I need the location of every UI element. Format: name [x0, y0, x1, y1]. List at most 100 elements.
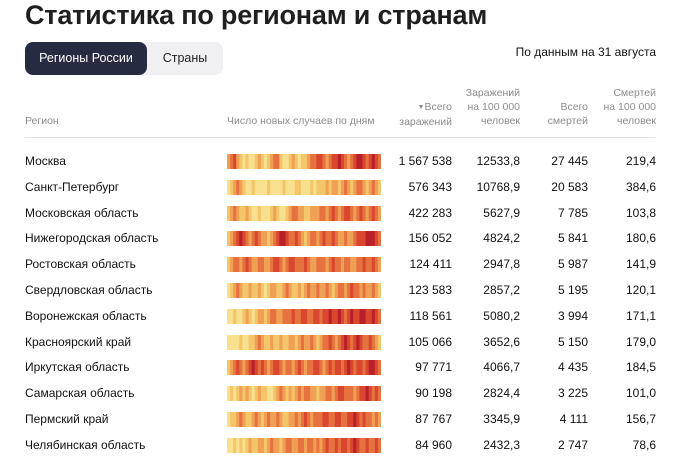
- heatmap-day-cell: [310, 205, 314, 221]
- cases-per-100k-value: 12533,8: [476, 154, 520, 168]
- heatmap-day-cell: [294, 360, 299, 376]
- heatmap-day-cell: [227, 283, 231, 298]
- heatmap-day-cell: [230, 386, 234, 402]
- deaths-per-100k-value: 141,9: [625, 257, 656, 272]
- heatmap-day-cell: [350, 154, 354, 169]
- header-total-cases[interactable]: ▼Всего заражений: [382, 100, 452, 129]
- heatmap-day-cell: [273, 412, 277, 427]
- heatmap-day-cell: [245, 205, 249, 221]
- heatmap-day-cell: [239, 437, 243, 453]
- heatmap-day-cell: [230, 334, 234, 350]
- header-region[interactable]: Регион: [25, 115, 59, 127]
- heatmap-day-cell: [313, 283, 317, 298]
- heatmap-day-cell: [322, 412, 326, 427]
- deaths-per-100k-value: 180,6: [625, 231, 656, 246]
- tab-countries[interactable]: Страны: [162, 51, 208, 65]
- heatmap-day-cell: [322, 257, 326, 273]
- heatmap-day-cell: [294, 412, 299, 427]
- heatmap-day-cell: [227, 360, 231, 376]
- heatmap-day-cell: [282, 308, 286, 324]
- heatmap-day-cell: [322, 386, 326, 402]
- heatmap-day-cell: [279, 437, 283, 453]
- heatmap-day-cell: [325, 231, 330, 247]
- header-total-cases-line2: заражений: [399, 116, 452, 128]
- heatmap-day-cell: [245, 257, 249, 273]
- heatmap-day-cell: [279, 154, 283, 169]
- heatmap-day-cell: [300, 205, 305, 221]
- tab-russia-regions[interactable]: Регионы России: [25, 42, 147, 75]
- heatmap-day-cell: [322, 231, 326, 247]
- heatmap-day-cell: [313, 154, 317, 169]
- header-cases-per-100k-line1: Заражений: [465, 87, 520, 99]
- table-row[interactable]: Иркутская область 97 771 4066,7 4 435 184,5: [0, 355, 676, 380]
- heatmap-day-cell: [356, 154, 360, 169]
- total-deaths-value: 5 987: [557, 257, 588, 272]
- heatmap-day-cell: [377, 257, 381, 273]
- heatmap-day-cell: [377, 179, 381, 195]
- table-row[interactable]: Красноярский край 105 066 3652,6 5 150 179,0: [0, 330, 676, 355]
- table-row[interactable]: Самарская область 90 198 2824,4 3 225 101,0: [0, 381, 676, 406]
- deaths-per-100k-value: 219,4: [625, 154, 656, 168]
- heatmap-day-cell: [377, 154, 381, 169]
- table-row[interactable]: Москва 1 567 538 12533,8 27 445 219,4: [0, 149, 676, 174]
- heatmap-day-cell: [257, 334, 262, 350]
- heatmap-day-cell: [291, 412, 296, 427]
- heatmap-day-cell: [291, 437, 296, 453]
- header-cases-per-100k[interactable]: Заражений на 100 000 человек: [450, 86, 520, 128]
- heatmap-day-cell: [263, 360, 268, 376]
- table-row[interactable]: Пермский край 87 767 3345,9 4 111 156,7: [0, 407, 676, 432]
- heatmap-day-cell: [248, 412, 253, 427]
- heatmap-day-cell: [371, 205, 376, 221]
- heatmap-day-cell: [291, 283, 296, 298]
- heatmap-day-cell: [319, 257, 323, 273]
- heatmap-day-cell: [313, 308, 317, 324]
- table-row[interactable]: Московская область 422 283 5627,9 7 785 103,…: [0, 201, 676, 226]
- header-total-deaths-line1: Всего: [560, 101, 588, 113]
- heatmap-day-cell: [325, 412, 330, 427]
- heatmap-day-cell: [257, 154, 262, 169]
- heatmap-day-cell: [230, 283, 234, 298]
- header-deaths-per-100k[interactable]: Смертей на 100 000 человек: [586, 86, 656, 128]
- heatmap-day-cell: [233, 154, 237, 169]
- heatmap-day-cell: [353, 386, 357, 402]
- total-cases-value: 105 066: [408, 334, 452, 349]
- heatmap-day-cell: [310, 283, 314, 298]
- heatmap-day-cell: [353, 179, 357, 195]
- table-row[interactable]: Свердловская область 123 583 2857,2 5 195 12…: [0, 278, 676, 303]
- heatmap-day-cell: [279, 283, 283, 298]
- table-row[interactable]: Ростовская область 124 411 2947,8 5 987 141,…: [0, 252, 676, 277]
- total-deaths-value: 27 445: [551, 154, 588, 168]
- heatmap-day-cell: [245, 179, 249, 195]
- heatmap-day-cell: [344, 205, 348, 221]
- table-row[interactable]: Воронежская область 118 561 5080,2 3 994 171…: [0, 304, 676, 329]
- heatmap-day-cell: [353, 360, 357, 376]
- heatmap-day-cell: [316, 360, 320, 376]
- heatmap-day-cell: [331, 179, 336, 195]
- heatmap-day-cell: [282, 412, 286, 427]
- heatmap-day-cell: [310, 179, 314, 195]
- heatmap-day-cell: [304, 437, 308, 453]
- table-row[interactable]: Нижегородская область 156 052 4824,2 5 841 1…: [0, 226, 676, 251]
- heatmap-day-cell: [313, 257, 317, 273]
- heatmap-day-cell: [282, 283, 286, 298]
- heatmap-day-cell: [356, 283, 360, 298]
- heatmap-day-cell: [245, 334, 249, 350]
- heatmap-day-cell: [331, 154, 336, 169]
- heatmap-day-cell: [344, 437, 348, 453]
- heatmap-day-cell: [260, 360, 265, 376]
- heatmap-day-cell: [297, 179, 302, 195]
- total-cases-value: 156 052: [408, 231, 452, 246]
- daily-cases-heatmap: [227, 437, 381, 453]
- daily-cases-heatmap: [227, 412, 381, 427]
- heatmap-day-cell: [368, 334, 373, 350]
- heatmap-day-cell: [313, 205, 317, 221]
- heatmap-day-cell: [236, 257, 240, 273]
- heatmap-day-cell: [288, 360, 293, 376]
- table-row[interactable]: Санкт-Петербург 576 343 10768,9 20 583 384,6: [0, 175, 676, 200]
- header-total-deaths[interactable]: Всего смертей: [528, 100, 588, 128]
- heatmap-day-cell: [310, 360, 314, 376]
- heatmap-day-cell: [257, 231, 262, 247]
- heatmap-day-cell: [365, 154, 370, 169]
- table-row[interactable]: Челябинская область 84 960 2432,3 2 747 78,6: [0, 433, 676, 458]
- heatmap-day-cell: [334, 179, 339, 195]
